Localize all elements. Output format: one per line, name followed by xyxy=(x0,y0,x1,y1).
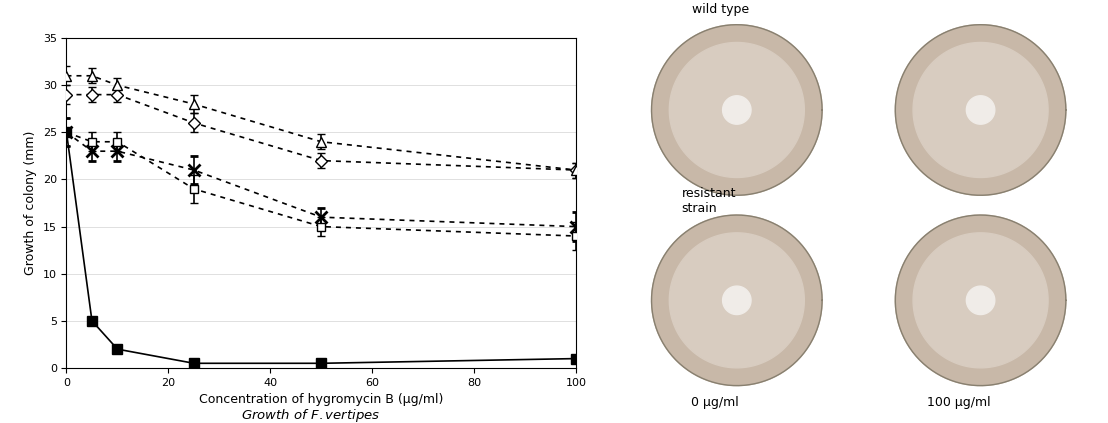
Polygon shape xyxy=(652,215,822,386)
Polygon shape xyxy=(669,233,804,368)
Text: 100 μg/ml: 100 μg/ml xyxy=(926,396,991,409)
Polygon shape xyxy=(895,25,1066,195)
Polygon shape xyxy=(895,215,1066,386)
Polygon shape xyxy=(966,286,995,315)
Text: wild type: wild type xyxy=(692,3,750,16)
X-axis label: Concentration of hygromycin B (μg/ml): Concentration of hygromycin B (μg/ml) xyxy=(199,393,443,406)
Polygon shape xyxy=(722,286,751,315)
Text: Growth of $F. vertipes$: Growth of $F. vertipes$ xyxy=(240,407,380,423)
Polygon shape xyxy=(652,25,822,195)
Text: 0 μg/ml: 0 μg/ml xyxy=(690,396,739,409)
Polygon shape xyxy=(966,96,995,124)
Y-axis label: Growth of colony (mm): Growth of colony (mm) xyxy=(24,131,37,275)
Polygon shape xyxy=(722,96,751,124)
Polygon shape xyxy=(913,42,1048,178)
Polygon shape xyxy=(669,42,804,178)
Text: resistant
strain: resistant strain xyxy=(681,187,736,214)
Polygon shape xyxy=(913,233,1048,368)
